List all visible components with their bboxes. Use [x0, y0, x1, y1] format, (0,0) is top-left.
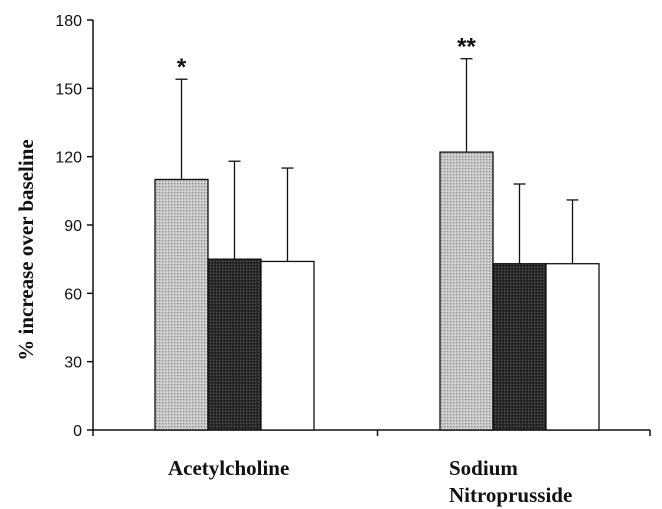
x-category-label: Acetylcholine [168, 456, 289, 480]
bar [545, 263, 600, 431]
y-tick-label: 150 [55, 81, 82, 98]
y-axis-title-group: % increase over baseline [14, 139, 38, 360]
y-tick-label: 30 [64, 355, 82, 372]
significance-annotation: * [177, 54, 187, 81]
y-tick-label: 90 [64, 218, 82, 235]
bar [207, 258, 262, 431]
bar [260, 260, 315, 431]
labels: * Acetylcholine ** Sodium Nitroprusside [168, 34, 572, 507]
bar [439, 151, 494, 431]
y-tick-label: 120 [55, 150, 82, 167]
bar [154, 178, 209, 431]
y-tick-label: 0 [73, 423, 82, 440]
y-tick-label: 180 [55, 13, 82, 30]
bar [492, 263, 547, 431]
significance-annotation: ** [457, 34, 476, 61]
bars [154, 58, 600, 431]
y-tick-label: 60 [64, 286, 82, 303]
y-axis-title: % increase over baseline [14, 139, 38, 360]
x-category-label: Nitroprusside [449, 483, 572, 507]
x-category-label: Sodium [449, 456, 518, 480]
